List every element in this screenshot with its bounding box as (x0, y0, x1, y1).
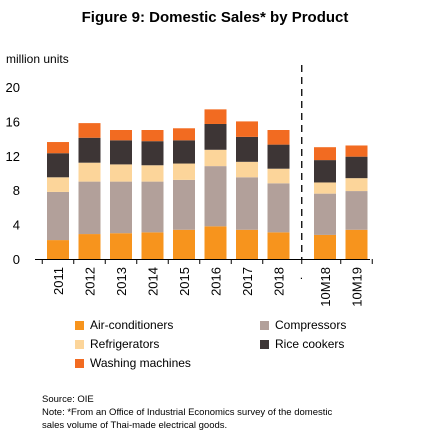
legend-item: Air-conditioners (75, 318, 173, 332)
bar-segment-3 (110, 164, 132, 182)
bar-segment-3 (314, 182, 336, 194)
bar-segment-1 (267, 232, 290, 259)
legend-label: Air-conditioners (90, 318, 174, 332)
bar-segment-4 (141, 141, 164, 166)
bar-segment-5 (236, 121, 258, 137)
legend-item: Washing machines (75, 356, 191, 370)
bar-segment-1 (47, 240, 69, 259)
legend-swatch (260, 320, 269, 330)
bar-segment-3 (78, 162, 101, 182)
bar-segment-4 (204, 123, 227, 150)
y-tick-label: 16 (6, 114, 20, 129)
x-tick-label: 2017 (240, 267, 255, 296)
bar-segment-4 (47, 153, 69, 178)
bar-segment-1 (204, 226, 227, 259)
bar-segment-4 (267, 144, 290, 169)
bar-segment-4 (110, 140, 132, 165)
bar-segment-2 (141, 181, 164, 233)
y-tick-label: 0 (13, 252, 20, 267)
separator-dot: . (300, 268, 303, 282)
legend-swatch (75, 320, 84, 330)
note-text-line-1: Note: *From an Office of Industrial Econ… (42, 407, 333, 418)
bar-segment-1 (314, 234, 336, 259)
bar-segment-3 (267, 168, 290, 184)
bar-segment-1 (173, 229, 195, 259)
bar-segment-4 (173, 140, 195, 164)
bar-segment-2 (267, 183, 290, 233)
bar-segment-2 (314, 193, 336, 235)
bar-segment-1 (141, 232, 164, 259)
y-tick-label: 8 (13, 183, 20, 198)
bar-segment-4 (236, 136, 258, 162)
bar-segment-2 (78, 181, 101, 235)
bar-segment-1 (236, 229, 258, 259)
bar-segment-5 (204, 109, 227, 124)
bar-segment-5 (47, 142, 69, 154)
legend-swatch (75, 339, 84, 349)
bar-segment-2 (47, 191, 69, 241)
legend-swatch (75, 358, 84, 368)
x-tick-label: 2016 (209, 267, 224, 296)
legend-item: Refrigerators (75, 337, 159, 351)
bar-segment-4 (345, 156, 368, 179)
legend-label: Compressors (275, 318, 347, 332)
y-axis-unit-label: million units (6, 52, 69, 66)
x-tick-label: 2015 (177, 267, 192, 296)
x-tick-label: 10M18 (318, 267, 333, 307)
x-tick-label: 2012 (83, 267, 98, 296)
x-tick-label: 10M19 (350, 267, 365, 307)
bar-segment-3 (141, 165, 164, 182)
bar-segment-3 (236, 161, 258, 178)
bar-segment-5 (173, 128, 195, 141)
x-tick-label: 2014 (146, 267, 161, 296)
source-text: Source: OIE (42, 394, 94, 405)
bar-segment-5 (110, 130, 132, 141)
legend-label: Washing machines (90, 356, 191, 370)
bar-segment-5 (267, 130, 290, 145)
bar-segment-3 (345, 178, 368, 192)
y-tick-label: 12 (6, 149, 20, 164)
bar-segment-2 (204, 166, 227, 227)
bar-segment-3 (47, 177, 69, 192)
y-tick-label: 4 (13, 218, 20, 233)
y-tick-label: 20 (6, 80, 20, 95)
bar-segment-1 (78, 234, 101, 259)
bar-segment-5 (78, 123, 101, 138)
x-tick-label: 2018 (272, 267, 287, 296)
bar-segment-2 (173, 179, 195, 230)
bar-segment-5 (141, 130, 164, 142)
bar-segment-3 (173, 163, 195, 180)
legend-item: Rice cookers (260, 337, 344, 351)
bar-segment-3 (204, 149, 227, 167)
bar-segment-2 (110, 181, 132, 234)
legend-item: Compressors (260, 318, 346, 332)
legend-label: Refrigerators (90, 337, 160, 351)
chart-title: Figure 9: Domestic Sales* by Product (81, 9, 349, 26)
bar-segment-2 (236, 177, 258, 230)
stacked-bar-chart: 0 4 8 12 16 20. 2011 2012 2013 2014 2015 2016 2017 20… (6, 65, 373, 307)
bar-segment-1 (110, 233, 132, 259)
x-tick-label: 2011 (51, 267, 66, 295)
bar-segment-2 (345, 191, 368, 230)
legend-label: Rice cookers (275, 337, 345, 351)
x-tick-label: 2013 (114, 267, 129, 296)
note-text-line-2: sales volume of Thai-made electrical goo… (42, 420, 228, 431)
bar-segment-4 (314, 160, 336, 183)
bar-segment-5 (345, 145, 368, 157)
source-notes: Source: OIE Note: *From an Office of Ind… (42, 393, 422, 432)
bar-segment-1 (345, 229, 368, 259)
legend-swatch (260, 339, 269, 349)
bar-segment-4 (78, 137, 101, 163)
bar-segment-5 (314, 147, 336, 161)
